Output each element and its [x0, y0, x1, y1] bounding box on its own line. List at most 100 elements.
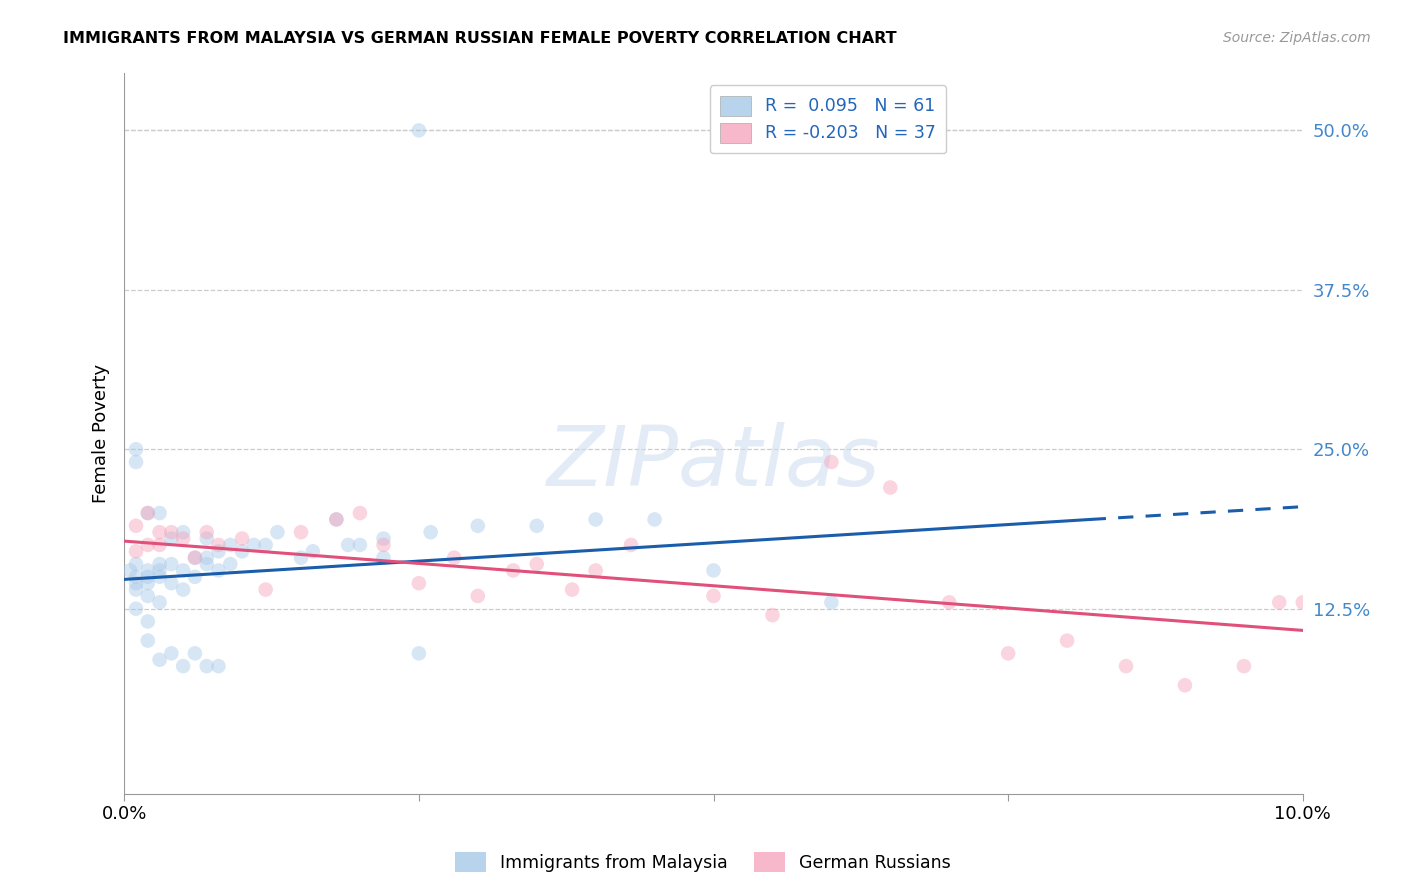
Point [820, 595, 842, 609]
Point [207, 659, 229, 673]
Point [125, 518, 148, 533]
Point [136, 589, 159, 603]
Point [136, 506, 159, 520]
Point [172, 582, 194, 597]
Point [938, 595, 960, 609]
Point [160, 557, 183, 571]
Point [172, 525, 194, 540]
Point [160, 525, 183, 540]
Point [561, 582, 583, 597]
Point [585, 564, 607, 578]
Point [184, 646, 207, 660]
Point [373, 538, 395, 552]
Point [125, 582, 148, 597]
Point [290, 550, 312, 565]
Point [148, 570, 170, 584]
Point [467, 589, 489, 603]
Point [219, 538, 242, 552]
Legend: Immigrants from Malaysia, German Russians: Immigrants from Malaysia, German Russian… [449, 845, 957, 879]
Point [148, 525, 170, 540]
Point [148, 506, 170, 520]
Point [325, 512, 347, 526]
Point [125, 442, 148, 457]
Point [195, 557, 218, 571]
Point [702, 589, 724, 603]
Point [1174, 678, 1197, 692]
Point [136, 570, 159, 584]
Point [467, 518, 489, 533]
Point [585, 512, 607, 526]
Point [120, 564, 142, 578]
Point [172, 564, 194, 578]
Point [231, 532, 253, 546]
Point [1056, 633, 1078, 648]
Point [761, 608, 783, 623]
Point [125, 601, 148, 615]
Legend: R =  0.095   N = 61, R = -0.203   N = 37: R = 0.095 N = 61, R = -0.203 N = 37 [710, 86, 946, 153]
Point [184, 550, 207, 565]
Point [195, 550, 218, 565]
Point [148, 538, 170, 552]
Point [290, 525, 312, 540]
Point [207, 544, 229, 558]
Point [254, 538, 277, 552]
Point [419, 525, 441, 540]
Point [408, 646, 430, 660]
Point [160, 532, 183, 546]
Point [820, 455, 842, 469]
Point [526, 557, 548, 571]
Point [136, 633, 159, 648]
Point [231, 544, 253, 558]
Point [125, 455, 148, 469]
Point [148, 564, 170, 578]
Point [337, 538, 360, 552]
Point [266, 525, 288, 540]
Point [195, 525, 218, 540]
Point [1268, 595, 1291, 609]
Point [349, 538, 371, 552]
Point [195, 659, 218, 673]
Point [443, 550, 465, 565]
Point [526, 518, 548, 533]
Point [301, 544, 323, 558]
Point [136, 506, 159, 520]
Point [160, 646, 183, 660]
Point [254, 582, 277, 597]
Y-axis label: Female Poverty: Female Poverty [93, 364, 110, 503]
Point [136, 564, 159, 578]
Point [136, 538, 159, 552]
Point [148, 653, 170, 667]
Point [125, 557, 148, 571]
Point [125, 570, 148, 584]
Text: Source: ZipAtlas.com: Source: ZipAtlas.com [1223, 31, 1371, 45]
Point [502, 564, 524, 578]
Point [1292, 595, 1315, 609]
Point [148, 595, 170, 609]
Text: ZIPatlas: ZIPatlas [547, 422, 880, 503]
Point [325, 512, 347, 526]
Point [408, 123, 430, 137]
Point [207, 564, 229, 578]
Point [195, 532, 218, 546]
Point [879, 481, 901, 495]
Point [373, 532, 395, 546]
Point [125, 576, 148, 591]
Point [136, 615, 159, 629]
Point [160, 576, 183, 591]
Point [644, 512, 666, 526]
Point [148, 557, 170, 571]
Point [207, 538, 229, 552]
Point [1115, 659, 1137, 673]
Point [702, 564, 724, 578]
Point [408, 576, 430, 591]
Point [243, 538, 266, 552]
Point [373, 550, 395, 565]
Point [1233, 659, 1256, 673]
Text: IMMIGRANTS FROM MALAYSIA VS GERMAN RUSSIAN FEMALE POVERTY CORRELATION CHART: IMMIGRANTS FROM MALAYSIA VS GERMAN RUSSI… [63, 31, 897, 46]
Point [172, 532, 194, 546]
Point [184, 550, 207, 565]
Point [136, 576, 159, 591]
Point [184, 570, 207, 584]
Point [172, 659, 194, 673]
Point [219, 557, 242, 571]
